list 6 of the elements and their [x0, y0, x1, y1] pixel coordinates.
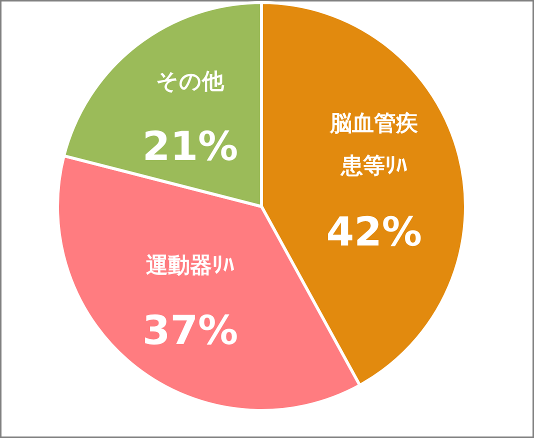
- data-label: 37%: [142, 308, 238, 354]
- data-label: 42%: [326, 210, 422, 256]
- data-label: 21%: [142, 124, 238, 170]
- slice-label: その他: [156, 70, 226, 95]
- slice-label: 運動器ﾘﾊ: [146, 253, 236, 278]
- slice-label: 脳血管疾患等ﾘﾊ: [329, 111, 418, 179]
